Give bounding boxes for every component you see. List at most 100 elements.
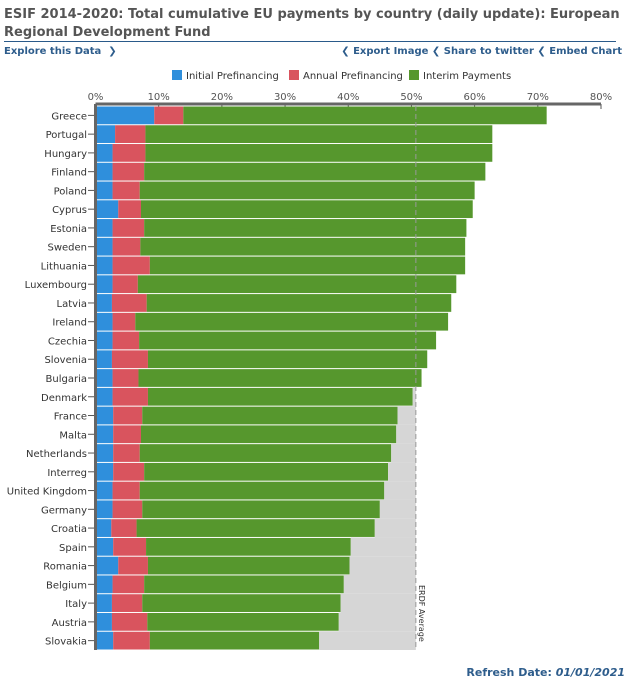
bar-0-portugal [95, 125, 116, 144]
bar-2-slovenia [147, 350, 428, 369]
bar-1-cyprus [118, 200, 141, 219]
bar-2-estonia [144, 219, 467, 237]
bar-2-austria [147, 612, 339, 631]
bar-1-ireland [112, 312, 136, 331]
share-twitter-link[interactable]: Share to twitter [443, 46, 534, 57]
bar-0-latvia [95, 294, 112, 312]
bar-1-spain [113, 537, 147, 556]
bar-1-austria [111, 612, 148, 631]
bar-0-france [95, 406, 114, 425]
category-label: Finland [51, 168, 87, 179]
bar-1-malta [113, 425, 141, 444]
bar-2-greece [183, 106, 547, 125]
category-label: Croatia [51, 524, 87, 535]
category-label: Estonia [50, 224, 87, 235]
bar-0-greece [95, 106, 155, 125]
average-gap-fill [340, 593, 416, 613]
category-label: United Kingdom [7, 487, 87, 498]
legend-swatch-0 [172, 70, 182, 80]
bar-0-italy [95, 594, 112, 612]
average-gap-fill [374, 518, 416, 538]
bar-2-bulgaria [138, 369, 422, 387]
average-gap-fill [412, 387, 416, 407]
x-tick-label: 80% [590, 92, 612, 103]
category-label: Cyprus [52, 205, 87, 216]
bar-1-united-kingdom [112, 481, 140, 500]
bar-0-denmark [95, 387, 113, 406]
x-tick-label: 30% [274, 92, 296, 103]
category-label: Netherlands [26, 449, 87, 460]
bar-0-united-kingdom [95, 481, 113, 500]
explore-data-label[interactable]: Explore this Data [4, 46, 102, 57]
bar-1-estonia [112, 219, 145, 237]
refresh-label: Refresh Date: [466, 666, 552, 679]
bar-0-slovakia [95, 631, 114, 650]
embed-chart-link[interactable]: Embed Chart [549, 46, 622, 57]
category-label: Lithuania [41, 261, 87, 272]
bar-2-ireland [135, 312, 449, 331]
x-tick-label: 40% [337, 92, 359, 103]
refresh-date: Refresh Date: 01/01/2021 [466, 666, 625, 679]
x-tick-label: 50% [400, 92, 422, 103]
category-label: Greece [51, 111, 87, 122]
bar-2-latvia [146, 294, 452, 312]
bar-0-malta [95, 425, 114, 444]
bar-0-austria [95, 612, 112, 631]
bar-0-slovenia [95, 350, 112, 369]
category-label: Italy [65, 599, 87, 610]
bar-2-cyprus [140, 200, 473, 219]
bar-2-portugal [145, 125, 493, 144]
explore-data-link[interactable]: Explore this Data ❯ [4, 46, 117, 57]
bar-1-interreg [113, 462, 145, 481]
bar-2-slovakia [149, 631, 320, 650]
chevron-right-icon: ❯ [104, 46, 117, 57]
legend-swatch-2 [409, 70, 419, 80]
category-label: Austria [52, 618, 87, 629]
page-title: ESIF 2014-2020: Total cumulative EU paym… [4, 7, 620, 40]
bar-1-france [113, 406, 143, 425]
bar-2-netherlands [139, 444, 392, 462]
bar-1-bulgaria [112, 369, 139, 387]
legend-label-0: Initial Prefinancing [186, 71, 279, 82]
category-label: Spain [59, 543, 87, 554]
bar-2-belgium [144, 575, 344, 594]
bar-1-germany [112, 500, 143, 519]
bar-1-romania [118, 556, 148, 575]
export-image-link[interactable]: Export Image [353, 46, 429, 57]
x-tick-label: 70% [527, 92, 549, 103]
x-tick-label: 0% [88, 92, 104, 103]
category-label: Luxembourg [25, 280, 87, 291]
erdf-average-label: ERDF Average [417, 585, 426, 642]
bar-0-luxembourg [95, 275, 113, 294]
bar-1-italy [111, 594, 143, 612]
category-label: Romania [43, 562, 87, 573]
category-label: Poland [54, 186, 87, 197]
bar-0-netherlands [95, 444, 114, 462]
bar-2-hungary [145, 144, 493, 162]
bar-2-romania [147, 556, 350, 575]
bar-2-sweden [140, 237, 466, 256]
bar-1-slovenia [111, 350, 148, 369]
bar-1-finland [112, 162, 145, 181]
category-label: Bulgaria [46, 374, 87, 385]
average-gap-fill [349, 556, 416, 575]
bar-0-lithuania [95, 256, 113, 275]
bar-2-finland [144, 162, 486, 181]
legend-label-1: Annual Prefinancing [303, 71, 403, 82]
bar-2-malta [140, 425, 397, 444]
average-gap-fill [379, 499, 416, 519]
bar-1-czechia [112, 331, 140, 350]
bar-0-belgium [95, 575, 113, 594]
bar-1-netherlands [113, 444, 140, 462]
bar-0-croatia [95, 519, 112, 537]
bar-1-greece [154, 106, 184, 125]
stacked-bar-chart: Initial Prefinancing Annual Prefinancing I… [7, 70, 612, 650]
bar-0-germany [95, 500, 113, 519]
bar-0-finland [95, 162, 113, 181]
bar-1-portugal [115, 125, 146, 144]
bar-0-romania [95, 556, 119, 575]
x-tick-label: 20% [211, 92, 233, 103]
bar-1-slovakia [113, 631, 150, 650]
category-label: Ireland [52, 318, 87, 329]
category-label: Portugal [46, 130, 87, 141]
